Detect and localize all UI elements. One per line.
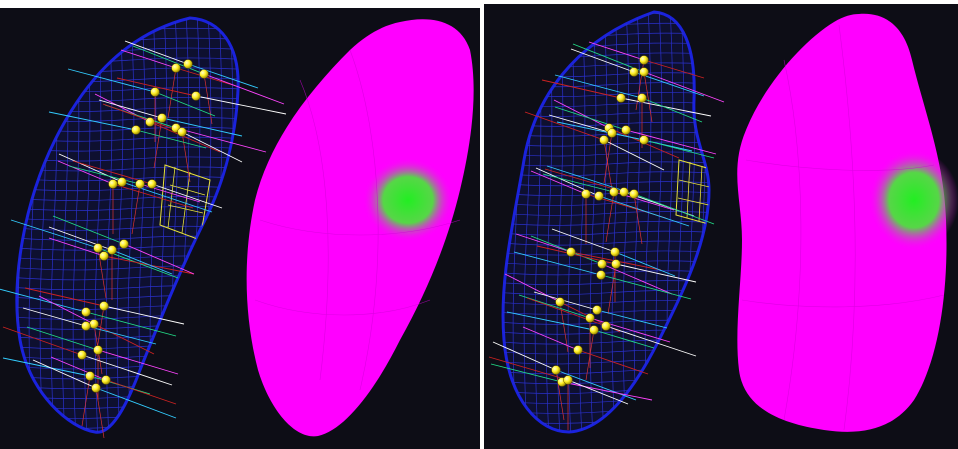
marker-sphere: [117, 177, 127, 187]
marker-sphere: [629, 189, 639, 199]
hotspot-right: [869, 150, 958, 250]
marker-spheres-left: [77, 59, 209, 393]
marker-sphere: [597, 259, 607, 269]
marker-sphere: [589, 325, 599, 335]
viewport-right-canvas: [488, 10, 958, 434]
marker-sphere: [629, 67, 639, 77]
marker-sphere: [191, 91, 201, 101]
marker-sphere: [592, 305, 602, 315]
marker-sphere: [131, 125, 141, 135]
marker-sphere: [566, 247, 576, 257]
marker-sphere: [135, 179, 145, 189]
marker-sphere: [610, 247, 620, 257]
surface-model-right: [737, 13, 958, 432]
highlight-patch-right: [675, 159, 709, 226]
marker-sphere: [573, 345, 583, 355]
needle-lines-right: [488, 41, 725, 430]
marker-sphere: [563, 375, 573, 385]
marker-sphere: [107, 245, 117, 255]
marker-sphere: [108, 179, 118, 189]
marker-sphere: [150, 87, 160, 97]
marker-sphere: [639, 67, 649, 77]
marker-sphere: [119, 239, 129, 249]
marker-sphere: [551, 365, 561, 375]
marker-sphere: [599, 135, 609, 145]
marker-sphere: [594, 191, 604, 201]
top-border: [484, 0, 958, 4]
marker-sphere: [639, 135, 649, 145]
marker-sphere: [89, 319, 99, 329]
marker-sphere: [99, 251, 109, 261]
marker-sphere: [93, 345, 103, 355]
marker-sphere: [199, 69, 209, 79]
marker-sphere: [81, 321, 91, 331]
marker-sphere: [621, 125, 631, 135]
marker-sphere: [639, 55, 649, 65]
marker-sphere: [99, 301, 109, 311]
wireframe-mesh-right: [501, 10, 711, 434]
marker-sphere: [637, 93, 647, 103]
marker-sphere: [93, 243, 103, 253]
panel-divider: [480, 0, 484, 449]
marker-sphere: [585, 313, 595, 323]
marker-sphere: [147, 179, 157, 189]
marker-sphere: [157, 113, 167, 123]
needle-lines-left: [0, 40, 287, 439]
marker-sphere: [609, 187, 619, 197]
marker-sphere: [101, 375, 111, 385]
marker-sphere: [183, 59, 193, 69]
wireframe-mesh-left: [15, 16, 240, 434]
top-border: [0, 0, 480, 8]
marker-sphere: [601, 321, 611, 331]
viewport-left-canvas: [0, 16, 474, 439]
hotspot-left: [363, 158, 453, 242]
marker-sphere: [81, 307, 91, 317]
marker-sphere: [611, 259, 621, 269]
marker-sphere: [171, 63, 181, 73]
surface-model-left: [246, 19, 474, 437]
marker-sphere: [607, 128, 617, 138]
marker-sphere: [91, 383, 101, 393]
marker-sphere: [145, 117, 155, 127]
marker-sphere: [77, 350, 87, 360]
marker-sphere: [177, 127, 187, 137]
marker-sphere: [555, 297, 565, 307]
marker-sphere: [616, 93, 626, 103]
viewport-right[interactable]: [484, 0, 958, 449]
marker-sphere: [581, 189, 591, 199]
marker-sphere: [596, 270, 606, 280]
marker-sphere: [85, 371, 95, 381]
marker-spheres-right: [551, 55, 649, 387]
marker-sphere: [619, 187, 629, 197]
viewport-left[interactable]: [0, 0, 480, 449]
